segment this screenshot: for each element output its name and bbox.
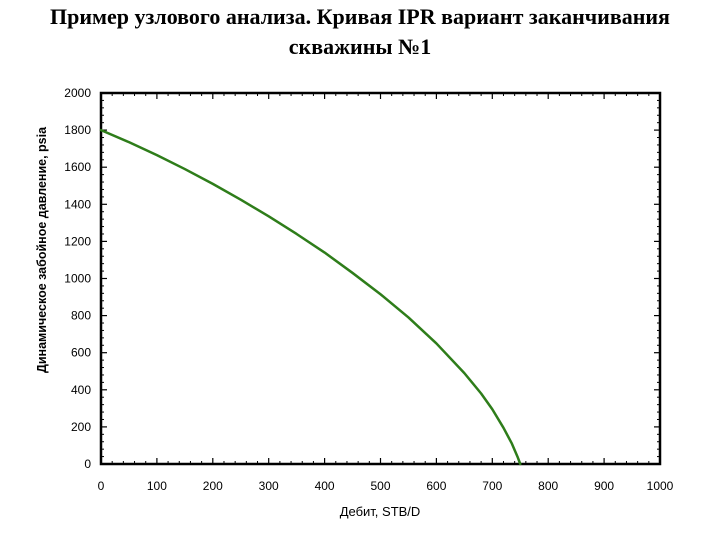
plot-frame: [99, 91, 662, 466]
chart-title-line2: скважины №1: [288, 34, 432, 59]
y-tick-label: 1400: [64, 197, 91, 211]
x-axis-title: Дебит, STB/D: [340, 504, 421, 519]
ipr-curve-line: [99, 128, 522, 466]
x-tick-label: 700: [482, 479, 502, 493]
x-tick-label: 800: [538, 479, 558, 493]
y-tick-label: 800: [71, 309, 91, 323]
y-tick-label: 1600: [64, 160, 91, 174]
x-tick-label: 500: [370, 479, 390, 493]
y-tick-label: 600: [71, 346, 91, 360]
x-tick-label: 0: [98, 479, 105, 493]
y-tick-label: 400: [71, 383, 91, 397]
y-axis-title: Динамическое забойное давление, psia: [35, 126, 49, 373]
x-tick-label: 600: [426, 479, 446, 493]
x-tick-label: 100: [147, 479, 167, 493]
y-tick-label: 200: [71, 420, 91, 434]
x-tick-label: 1000: [647, 479, 674, 493]
x-tick-label: 400: [315, 479, 335, 493]
x-tick-label: 200: [203, 479, 223, 493]
chart-title-line1: Пример узлового анализа. Кривая IPR вари…: [50, 4, 670, 29]
x-tick-label: 300: [259, 479, 279, 493]
y-tick-label: 1800: [64, 123, 91, 137]
x-tick-label: 900: [594, 479, 614, 493]
y-tick-label: 1000: [64, 272, 91, 286]
y-tick-label: 1200: [64, 234, 91, 248]
y-tick-label: 0: [84, 457, 91, 471]
y-tick-label: 2000: [64, 86, 91, 100]
chart-title: Пример узлового анализа. Кривая IPR вари…: [0, 2, 720, 62]
